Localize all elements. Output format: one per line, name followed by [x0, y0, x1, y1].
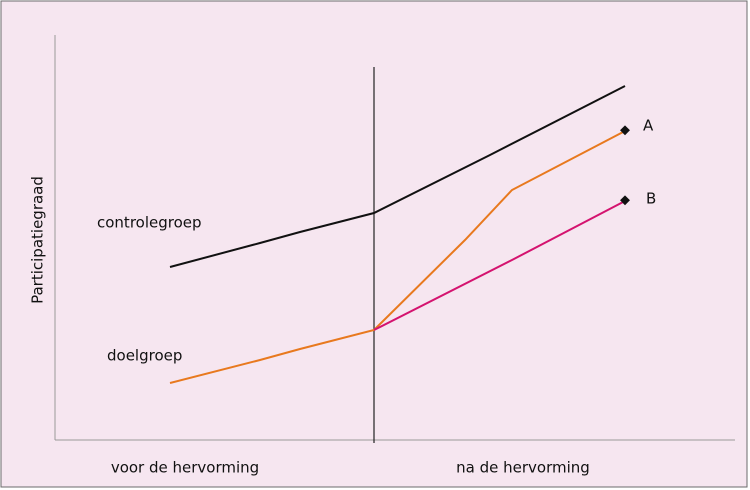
target-line-b [373, 200, 626, 331]
x-label: voor de hervorming [111, 459, 259, 477]
x-label: na de hervorming [456, 459, 590, 477]
label-a: A [643, 117, 654, 135]
label-control: controlegroep [97, 214, 202, 232]
marker-b [620, 195, 630, 206]
label-b: B [646, 190, 656, 208]
label-target: doelgroep [107, 347, 182, 365]
marker-a [620, 125, 630, 136]
y-axis-label: Participatiegraad [29, 176, 47, 304]
control-line [169, 85, 626, 268]
